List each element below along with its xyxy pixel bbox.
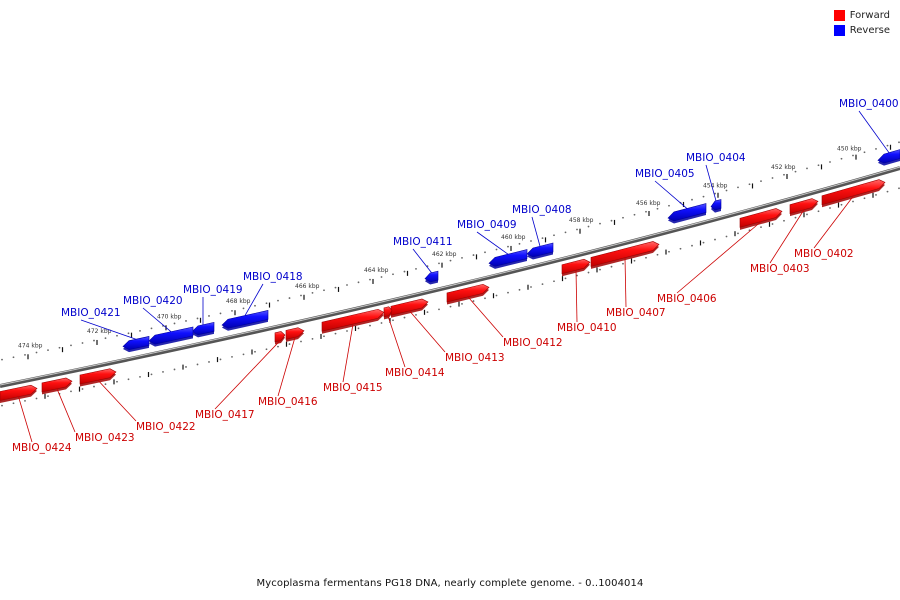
gene-mbio-0416[interactable]: MBIO_0416	[258, 327, 318, 408]
gene-label: MBIO_0404	[686, 152, 746, 164]
gene-mbio-0418[interactable]: MBIO_0418	[221, 271, 303, 331]
gene-mbio-0409[interactable]: MBIO_0409	[457, 219, 528, 269]
legend-forward: Forward	[833, 8, 890, 23]
tick-label: 450 kbp	[837, 145, 862, 152]
gene-mbio-0414[interactable]: MBIO_0414	[383, 306, 445, 379]
gene-label: MBIO_0406	[657, 293, 717, 305]
gene-label: MBIO_0416	[258, 396, 318, 408]
gene-label: MBIO_0417	[195, 409, 255, 421]
gene-track: MBIO_0400 MBIO_0402 MBIO_0403 MBIO_0404 MBIO…	[0, 98, 900, 454]
gene-mbio-0417[interactable]: MBIO_0417	[195, 331, 286, 421]
gene-mbio-0402[interactable]: MBIO_0402	[794, 179, 886, 260]
gene-label: MBIO_0403	[750, 263, 810, 275]
gene-label: MBIO_0410	[557, 322, 617, 334]
tick-label: 454 kbp	[703, 182, 728, 189]
tick-label: 456 kbp	[636, 200, 661, 207]
legend-reverse: Reverse	[833, 23, 890, 38]
tick-label: 464 kbp	[364, 267, 389, 274]
gene-mbio-0408[interactable]: MBIO_0408	[512, 204, 572, 260]
gene-mbio-0415[interactable]: MBIO_0415	[321, 308, 385, 394]
map-caption: Mycoplasma fermentans PG18 DNA, nearly c…	[256, 578, 644, 589]
gene-label: MBIO_0421	[61, 307, 121, 319]
gene-label: MBIO_0422	[136, 421, 196, 433]
gene-label: MBIO_0400	[839, 98, 899, 110]
gene-mbio-0404[interactable]: MBIO_0404	[686, 152, 746, 213]
gene-mbio-0410[interactable]: MBIO_0410	[557, 258, 617, 334]
gene-label: MBIO_0412	[503, 337, 563, 349]
gene-label: MBIO_0405	[635, 168, 695, 180]
gene-label: MBIO_0402	[794, 248, 854, 260]
gene-mbio-0405[interactable]: MBIO_0405	[635, 168, 707, 224]
gene-label: MBIO_0415	[323, 382, 383, 394]
gene-label: MBIO_0419	[183, 284, 243, 296]
tick-label: 468 kbp	[226, 298, 251, 305]
tick-label: 452 kbp	[771, 164, 796, 171]
gene-label: MBIO_0418	[243, 271, 303, 283]
gene-mbio-0407[interactable]: MBIO_0407	[590, 241, 666, 319]
reverse-swatch	[833, 25, 845, 36]
gene-label: MBIO_0424	[12, 442, 72, 454]
legend: Forward Reverse	[833, 8, 890, 38]
tick-label: 458 kbp	[569, 217, 594, 224]
forward-swatch	[833, 10, 845, 21]
gene-mbio-0412[interactable]: MBIO_0412	[446, 283, 563, 349]
outer-dotted-track	[1, 141, 900, 361]
tick-label: 462 kbp	[432, 251, 457, 258]
gene-mbio-0406[interactable]: MBIO_0406	[657, 208, 783, 305]
gene-mbio-0424[interactable]: MBIO_0424	[0, 384, 72, 454]
genome-backbone	[0, 166, 900, 388]
tick-label: 466 kbp	[295, 283, 320, 290]
gene-label: MBIO_0408	[512, 204, 572, 216]
gene-mbio-0400[interactable]: MBIO_0400	[839, 98, 900, 166]
gene-mbio-0413[interactable]: MBIO_0413	[390, 298, 505, 364]
tick-label: 474 kbp	[18, 342, 43, 349]
gene-label: MBIO_0411	[393, 236, 453, 248]
gene-mbio-0423[interactable]: MBIO_0423	[41, 377, 135, 444]
tick-label: 470 kbp	[157, 313, 182, 320]
inner-dotted-track	[1, 187, 900, 407]
tick-label: 472 kbp	[87, 328, 112, 335]
tick-label: 460 kbp	[501, 234, 526, 241]
gene-label: MBIO_0414	[385, 367, 445, 379]
gene-label: MBIO_0409	[457, 219, 517, 231]
scale-ticks: 450 kbp 452 kbp 454 kbp 456 kbp 458 kbp 460 k…	[18, 144, 892, 399]
gene-label: MBIO_0413	[445, 352, 505, 364]
genome-backbone-highlight	[0, 166, 900, 386]
legend-reverse-label: Reverse	[849, 25, 890, 36]
gene-label: MBIO_0407	[606, 307, 666, 319]
gene-label: MBIO_0423	[75, 432, 135, 444]
gene-label: MBIO_0420	[123, 295, 183, 307]
gene-mbio-0411[interactable]: MBIO_0411	[393, 236, 453, 285]
gene-mbio-0421[interactable]: MBIO_0421	[61, 307, 150, 353]
gene-mbio-0420[interactable]: MBIO_0420	[123, 295, 194, 347]
legend-forward-label: Forward	[849, 10, 890, 21]
gene-mbio-0422[interactable]: MBIO_0422	[79, 368, 196, 433]
gene-mbio-0403[interactable]: MBIO_0403	[750, 198, 819, 275]
gene-mbio-0419[interactable]: MBIO_0419	[183, 284, 243, 338]
